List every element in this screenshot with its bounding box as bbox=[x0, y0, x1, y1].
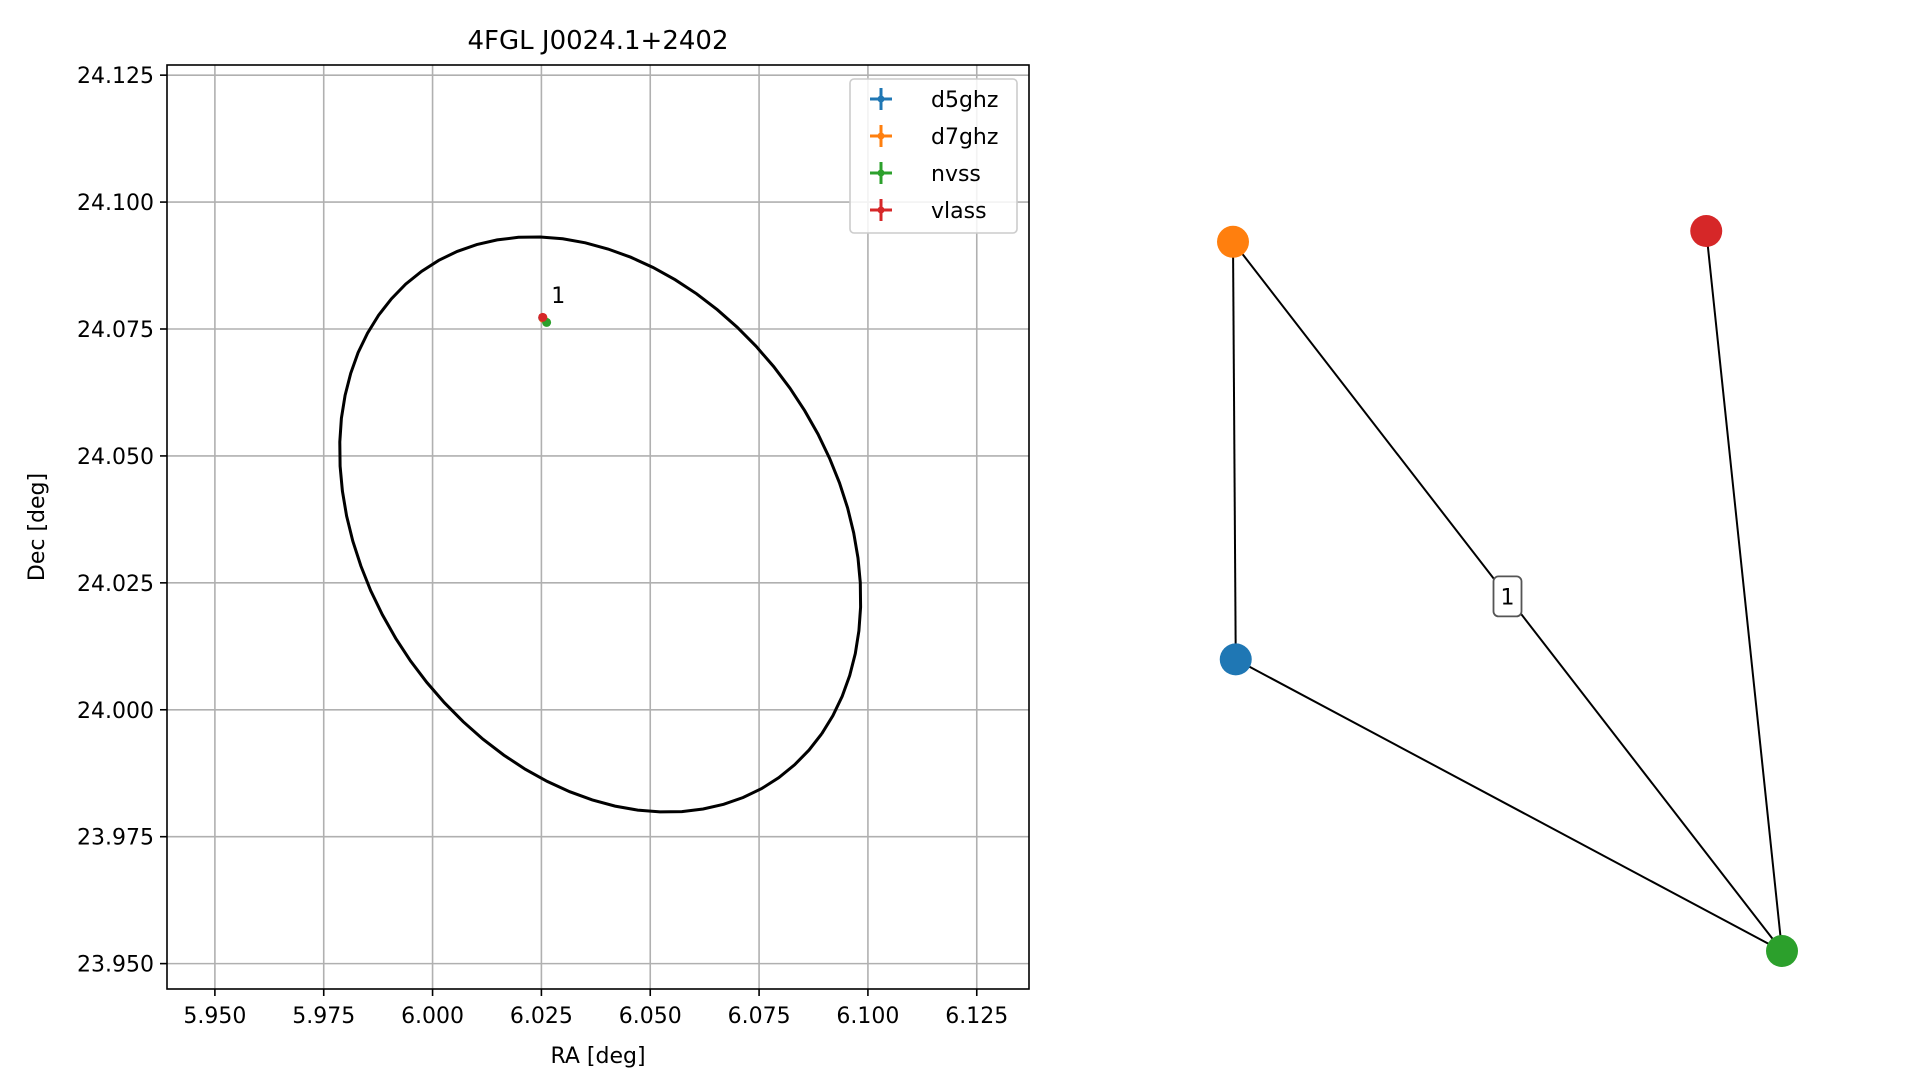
x-tick-label: 6.000 bbox=[401, 1004, 464, 1029]
y-tick-label: 24.125 bbox=[77, 64, 154, 89]
y-tick-label: 24.000 bbox=[77, 699, 154, 724]
graph-node-d7ghz bbox=[1217, 225, 1249, 258]
y-tick-label: 23.975 bbox=[77, 826, 154, 851]
y-tick-label: 23.950 bbox=[77, 953, 154, 978]
y-tick-label: 24.075 bbox=[77, 318, 154, 343]
y-axis-label: Dec [deg] bbox=[25, 473, 50, 581]
legend-entry-d7ghz: d7ghz bbox=[870, 125, 998, 150]
y-tick-label: 24.025 bbox=[77, 572, 154, 597]
legend: d5ghz d7ghz nvss vlass bbox=[849, 78, 1018, 234]
chart-title: 4FGL J0024.1+2402 bbox=[468, 26, 729, 56]
graph-node-vlass bbox=[1690, 215, 1723, 247]
legend-entry-nvss: nvss bbox=[870, 162, 981, 187]
legend-entry-vlass: vlass bbox=[870, 199, 987, 224]
legend-marker-dot bbox=[877, 206, 885, 214]
graph-nodes bbox=[1217, 215, 1798, 967]
graph-node-d5ghz bbox=[1219, 643, 1252, 676]
graph-node-nvss bbox=[1766, 935, 1798, 967]
y-tick-label: 24.100 bbox=[77, 191, 154, 216]
legend-marker-dot bbox=[877, 169, 885, 177]
legend-label: nvss bbox=[931, 162, 981, 187]
x-axis-label: RA [deg] bbox=[550, 1044, 645, 1069]
edge-label-box bbox=[1492, 575, 1523, 618]
y-tick-label: 24.050 bbox=[77, 445, 154, 470]
source-points bbox=[538, 312, 552, 327]
edge-d5ghz-d7ghz bbox=[1232, 241, 1237, 660]
annotations: 1 bbox=[551, 284, 565, 309]
x-tick-label: 6.050 bbox=[619, 1004, 682, 1029]
legend-label: vlass bbox=[931, 199, 987, 224]
edge-vlass-nvss bbox=[1705, 230, 1783, 952]
localization-ellipse-layer bbox=[338, 235, 863, 814]
legend-label: d5ghz bbox=[931, 88, 998, 113]
x-tick-label: 6.125 bbox=[945, 1004, 1008, 1029]
axis-ticks: 5.950 5.975 6.000 6.025 6.050 6.075 6.100 6.125… bbox=[77, 64, 1008, 1029]
plot-frame bbox=[166, 64, 1030, 990]
legend-marker-dot bbox=[877, 132, 885, 140]
x-tick-label: 6.100 bbox=[836, 1004, 899, 1029]
x-tick-label: 6.075 bbox=[728, 1004, 791, 1029]
source-point-vlass bbox=[538, 312, 548, 322]
network-graph: 1 bbox=[1217, 215, 1798, 967]
x-tick-label: 6.025 bbox=[510, 1004, 573, 1029]
legend-box bbox=[849, 78, 1018, 234]
point-annotation: 1 bbox=[551, 284, 565, 309]
edge-d5ghz-nvss bbox=[1235, 658, 1783, 952]
x-tick-label: 5.950 bbox=[183, 1004, 246, 1029]
graph-edge-labels: 1 bbox=[1492, 575, 1523, 618]
legend-entry-d5ghz: d5ghz bbox=[870, 88, 998, 113]
edge-label: 1 bbox=[1501, 585, 1515, 610]
x-tick-label: 5.975 bbox=[292, 1004, 355, 1029]
legend-label: d7ghz bbox=[931, 125, 998, 150]
legend-marker-dot bbox=[877, 95, 885, 103]
localization-ellipse bbox=[338, 235, 863, 814]
localization-plot: 1 5.950 5.975 6.000 6.025 6.050 6.075 6.100 6.1… bbox=[25, 26, 1030, 1069]
